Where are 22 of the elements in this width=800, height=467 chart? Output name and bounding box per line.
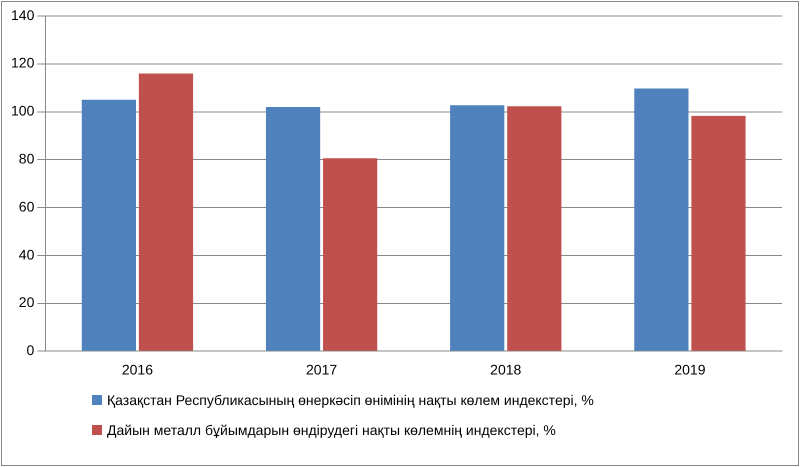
bar (138, 73, 194, 351)
bar (266, 106, 320, 351)
bar (450, 105, 504, 351)
bar (323, 158, 378, 351)
bar (82, 100, 136, 351)
bar (691, 116, 746, 351)
y-tick-label: 120 (11, 54, 35, 71)
x-tick-label: 2019 (674, 361, 706, 378)
y-tick-label: 20 (18, 294, 35, 310)
y-tick-label: 80 (18, 150, 35, 167)
y-tick-label: 60 (18, 198, 35, 214)
y-tick-label: 0 (26, 342, 35, 358)
bar (634, 88, 688, 351)
legend-label: Дайын металл бұйымдарын өндірудегі нақты көлемнің индекстері, % (107, 422, 556, 438)
legend-label: Қазақстан Республикасының өнеркәсіп өнімінің нақты көлем индекстері, % (107, 392, 594, 408)
bar (507, 106, 562, 351)
x-tick-label: 2016 (122, 361, 154, 378)
y-tick-label: 100 (11, 102, 35, 119)
y-tick-label: 140 (11, 6, 35, 23)
x-tick-label: 2018 (490, 361, 522, 378)
x-tick-label: 2017 (306, 361, 338, 378)
y-tick-label: 40 (18, 246, 35, 262)
